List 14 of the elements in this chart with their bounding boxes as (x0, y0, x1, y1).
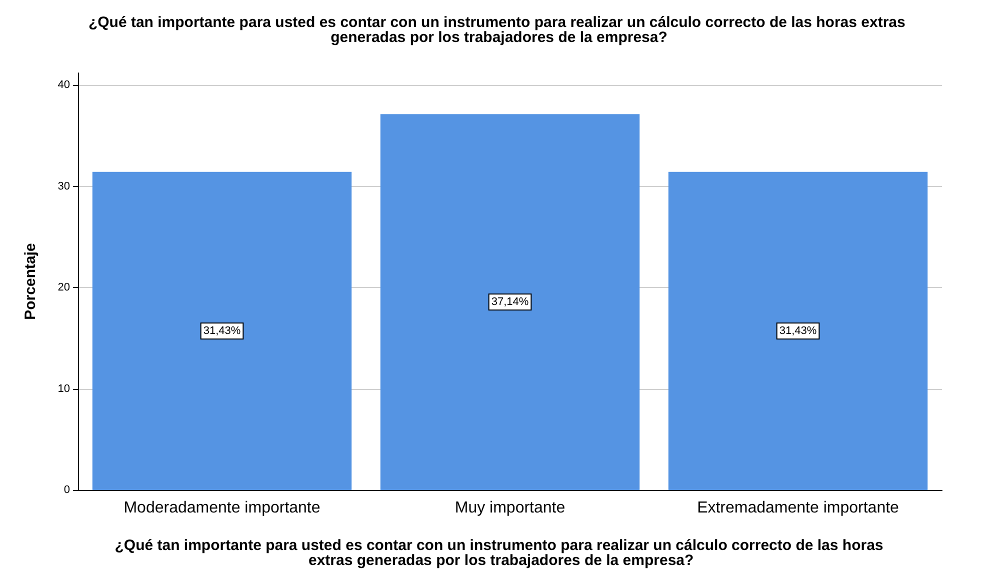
data-label: 37,14% (491, 296, 529, 308)
y-axis-title: Porcentaje (22, 243, 39, 320)
x-tick-label: Muy importante (454, 500, 566, 516)
x-axis-title: ¿Qué tan importante para usted es contar con un instrumento para realizar un cálculo correcto de las horas extras generadas por los trabajadores de la empresa? (114, 537, 884, 569)
data-label: 31,43% (203, 324, 241, 337)
x-tick-label: Moderadamente importante (124, 500, 320, 516)
data-label: 31,43% (779, 324, 817, 337)
y-tick-label: 40 (58, 79, 70, 92)
chart-title: ¿Qué tan importante para usted es contar con un instrumento para realizar un cálculo correcto de las horas extras generadas por los trabajadores de la empresa? (88, 14, 910, 46)
y-tick-label: 0 (64, 484, 70, 496)
y-tick-label: 10 (58, 382, 70, 395)
x-tick-label: Extremadamente importante (697, 500, 900, 516)
y-tick-label: 20 (58, 282, 70, 294)
y-tick-label: 30 (58, 180, 70, 192)
